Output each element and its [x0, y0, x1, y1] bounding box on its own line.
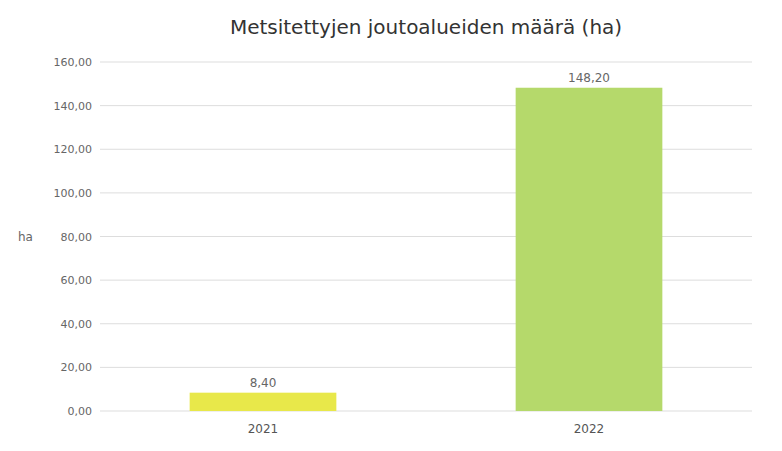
y-tick-label: 0,00	[68, 405, 93, 418]
bars	[190, 88, 663, 411]
y-tick-label: 160,00	[54, 56, 93, 69]
y-tick-label: 20,00	[61, 361, 93, 374]
data-label: 8,40	[250, 376, 277, 390]
y-tick-label: 80,00	[61, 231, 93, 244]
x-tick-label: 2021	[248, 422, 279, 436]
grid	[100, 62, 752, 411]
y-axis-label: ha	[18, 230, 33, 244]
grid-line	[100, 62, 752, 63]
x-tick-label: 2022	[574, 422, 605, 436]
page: {"chart_data": {"type": "bar", "title": …	[0, 0, 782, 451]
background	[0, 0, 782, 451]
title: Metsitettyjen joutoalueiden määrä (ha)	[230, 15, 622, 39]
chart-container: Metsitettyjen joutoalueiden määrä (ha) ha…	[0, 0, 782, 451]
bar	[516, 88, 663, 411]
chart-svg: Metsitettyjen joutoalueiden määrä (ha) ha…	[0, 0, 782, 451]
y-tick-label: 60,00	[61, 274, 93, 287]
bar	[190, 393, 337, 411]
y-tick-label: 100,00	[54, 187, 93, 200]
y-tick-label: 140,00	[54, 100, 93, 113]
y-tick-label: 120,00	[54, 143, 93, 156]
y-tick-label: 40,00	[61, 318, 93, 331]
data-label: 148,20	[568, 71, 610, 85]
